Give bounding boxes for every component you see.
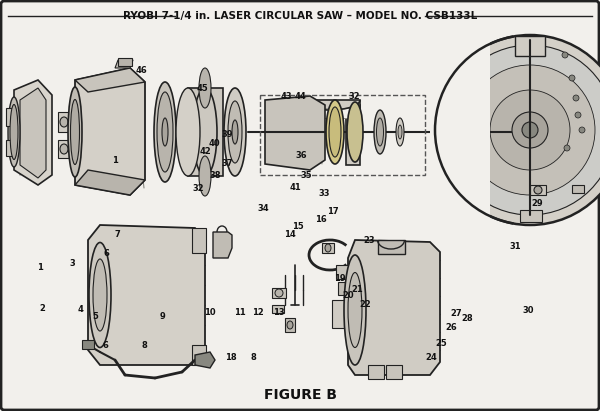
Text: 32: 32	[348, 92, 360, 101]
Ellipse shape	[275, 289, 283, 297]
Text: 43: 43	[281, 92, 293, 101]
Text: 15: 15	[292, 222, 304, 231]
Ellipse shape	[154, 82, 176, 182]
Text: FIGURE B: FIGURE B	[263, 388, 337, 402]
Text: 19: 19	[334, 274, 346, 283]
Bar	[82, 340, 94, 349]
Polygon shape	[378, 240, 405, 254]
Polygon shape	[455, 150, 478, 178]
Ellipse shape	[162, 118, 168, 146]
Bar	[332, 300, 354, 328]
Polygon shape	[20, 88, 46, 178]
Polygon shape	[213, 232, 232, 258]
Bar	[530, 185, 546, 195]
Text: 25: 25	[435, 339, 447, 348]
Bar	[336, 265, 348, 279]
Text: 14: 14	[284, 230, 296, 239]
Text: 32: 32	[192, 184, 204, 193]
Text: RYOBI 7-1/4 in. LASER CIRCULAR SAW – MODEL NO. CSB133L: RYOBI 7-1/4 in. LASER CIRCULAR SAW – MOD…	[123, 11, 477, 21]
Circle shape	[579, 127, 585, 133]
Polygon shape	[75, 68, 145, 92]
Text: 38: 38	[209, 171, 221, 180]
Ellipse shape	[10, 104, 18, 159]
Ellipse shape	[60, 117, 68, 127]
Bar	[58, 112, 70, 132]
Text: 39: 39	[221, 130, 233, 139]
Polygon shape	[75, 68, 145, 195]
Ellipse shape	[228, 101, 242, 163]
Polygon shape	[265, 96, 325, 170]
Ellipse shape	[377, 118, 383, 146]
Text: 33: 33	[318, 189, 330, 198]
Text: 3: 3	[69, 259, 75, 268]
Bar	[272, 288, 286, 298]
Ellipse shape	[199, 68, 211, 108]
Ellipse shape	[325, 244, 331, 252]
Polygon shape	[464, 128, 472, 142]
Bar	[300, 100, 360, 118]
Bar	[308, 108, 352, 118]
Circle shape	[512, 112, 548, 148]
Text: 4: 4	[78, 305, 84, 314]
Ellipse shape	[348, 272, 362, 347]
Text: 35: 35	[300, 171, 312, 180]
Polygon shape	[115, 60, 133, 68]
Text: 10: 10	[204, 308, 216, 317]
Text: 27: 27	[450, 309, 462, 318]
Text: 8: 8	[251, 353, 257, 362]
Ellipse shape	[396, 118, 404, 146]
Bar	[430, 40, 490, 225]
Ellipse shape	[326, 100, 344, 164]
Text: 1: 1	[112, 156, 118, 165]
Text: 17: 17	[327, 207, 339, 216]
Text: 11: 11	[234, 308, 246, 317]
Text: 8: 8	[141, 341, 147, 350]
Text: 6: 6	[102, 341, 108, 350]
Bar	[368, 365, 384, 379]
Circle shape	[562, 52, 568, 58]
Text: 5: 5	[92, 312, 98, 321]
Ellipse shape	[68, 87, 82, 177]
Text: 16: 16	[315, 215, 327, 224]
Bar	[6, 108, 14, 126]
Circle shape	[435, 35, 600, 225]
Text: 41: 41	[289, 182, 301, 192]
Text: 9: 9	[159, 312, 165, 321]
Text: 20: 20	[342, 291, 354, 300]
Ellipse shape	[224, 88, 246, 176]
Text: 7: 7	[114, 230, 120, 239]
Circle shape	[445, 45, 600, 215]
Bar	[188, 88, 223, 176]
Polygon shape	[476, 118, 484, 135]
Bar	[58, 140, 70, 158]
Text: 40: 40	[209, 139, 221, 148]
Polygon shape	[75, 170, 145, 195]
Ellipse shape	[232, 120, 238, 144]
Text: 21: 21	[352, 285, 364, 294]
Text: 26: 26	[445, 323, 457, 332]
Text: 6: 6	[104, 249, 110, 259]
Bar	[192, 228, 206, 253]
Ellipse shape	[193, 88, 217, 176]
Circle shape	[564, 145, 570, 151]
Bar	[285, 318, 295, 332]
Text: 46: 46	[135, 66, 147, 75]
Text: 24: 24	[425, 353, 437, 362]
Text: 2: 2	[39, 304, 45, 313]
Text: 45: 45	[197, 84, 209, 93]
Bar	[386, 365, 402, 379]
Polygon shape	[338, 282, 350, 295]
Text: 30: 30	[522, 306, 534, 315]
Text: 44: 44	[294, 92, 306, 101]
Ellipse shape	[199, 156, 211, 196]
Bar	[192, 345, 206, 365]
Circle shape	[569, 75, 575, 81]
Text: 28: 28	[461, 314, 473, 323]
Text: 42: 42	[199, 147, 211, 156]
Circle shape	[534, 186, 542, 194]
Circle shape	[573, 95, 579, 101]
Polygon shape	[440, 130, 448, 148]
Text: 22: 22	[359, 300, 371, 309]
Circle shape	[465, 65, 595, 195]
